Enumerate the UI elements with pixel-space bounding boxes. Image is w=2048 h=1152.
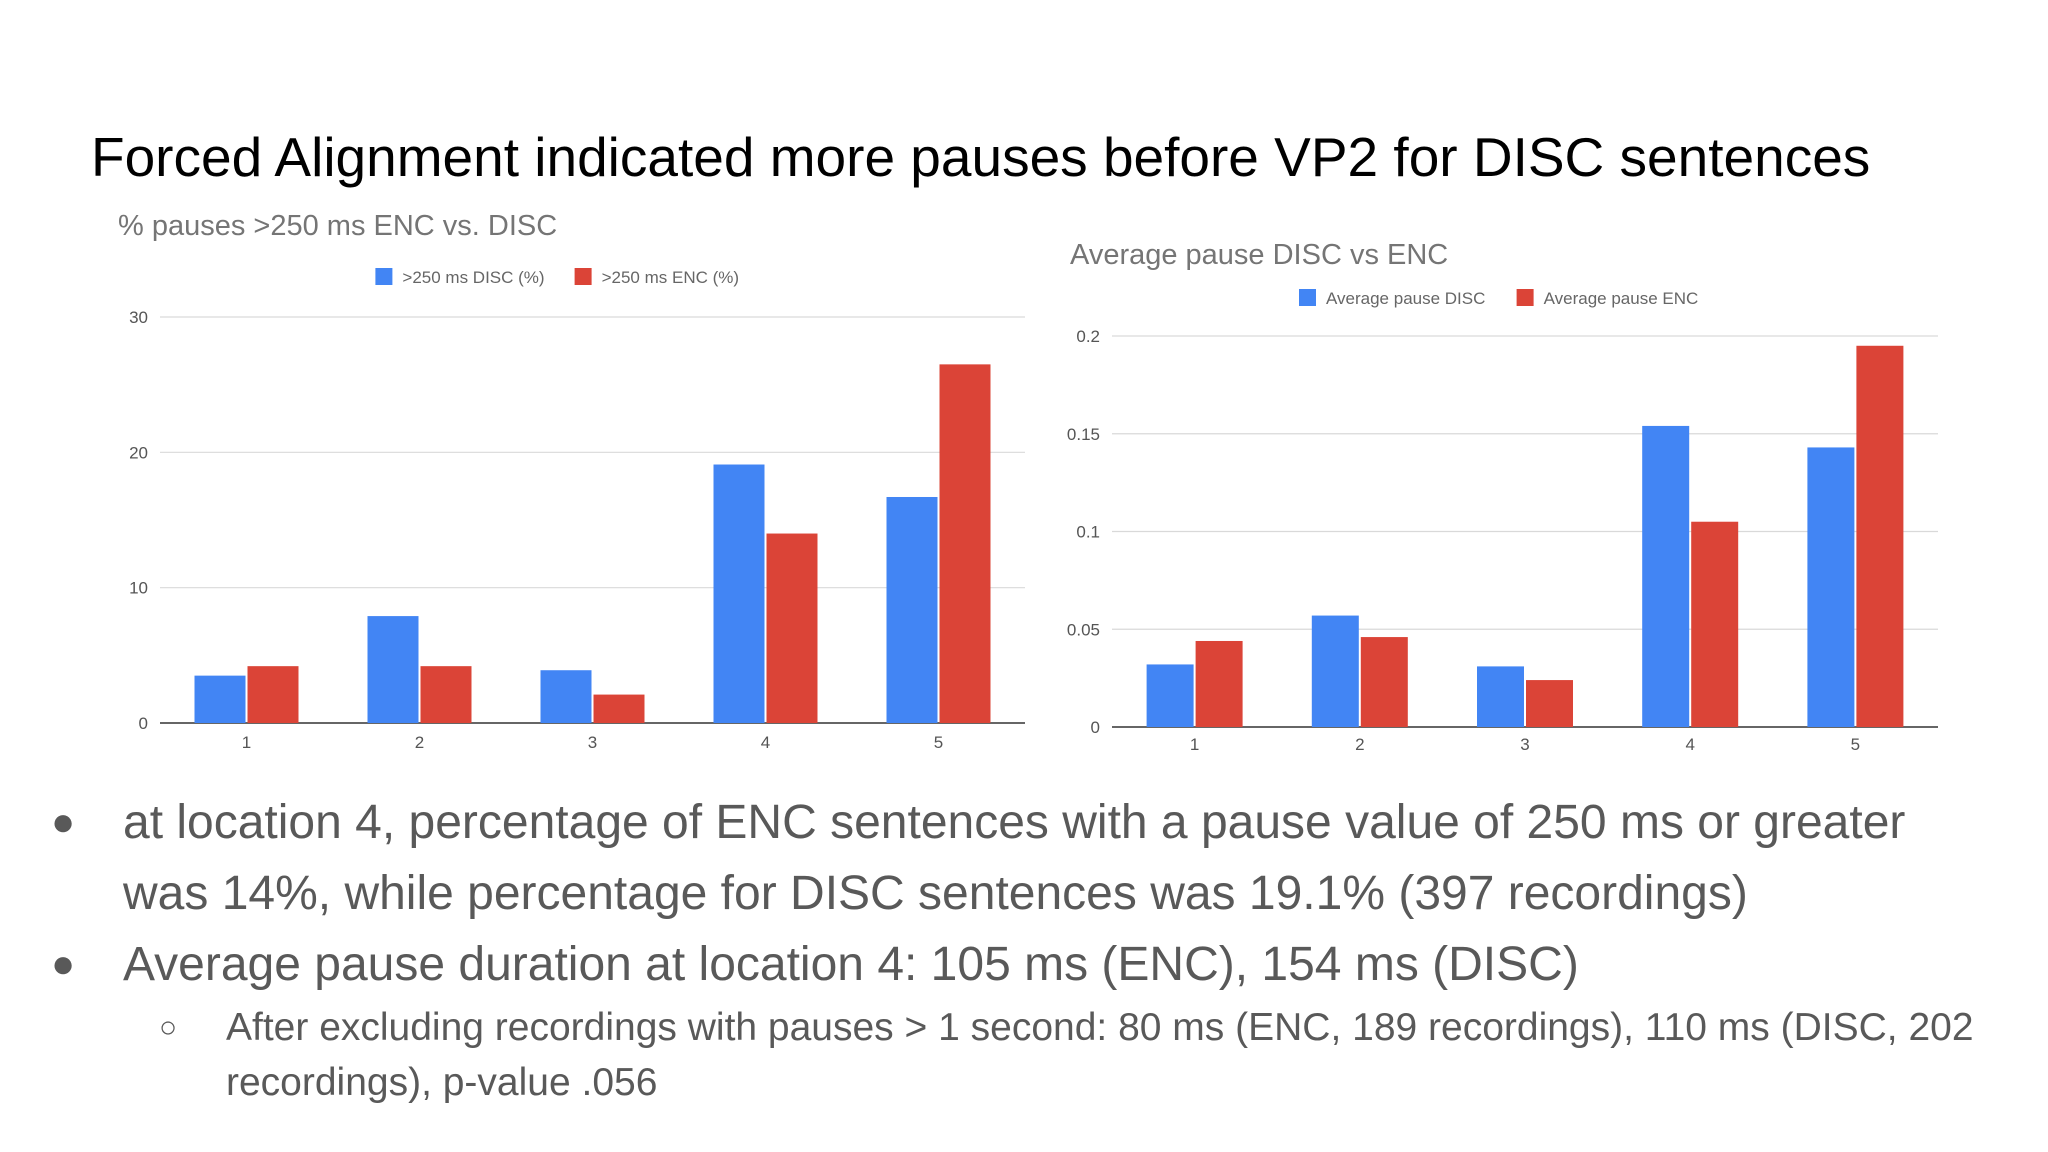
bar-disc-2	[367, 616, 419, 723]
x-tick-label: 2	[1355, 735, 1364, 754]
bullet-dot: ●	[51, 800, 76, 844]
bar-enc-2	[1360, 637, 1408, 727]
bar-disc-4	[713, 464, 765, 723]
chart-title: Average pause DISC vs ENC	[1070, 239, 1448, 271]
bar-enc-2	[420, 666, 472, 723]
x-tick-label: 2	[415, 733, 424, 752]
slide-title: Forced Alignment indicated more pauses b…	[91, 126, 1871, 188]
average-pause-chart-svg: Average pause DISC vs ENC Average pause D…	[1067, 239, 1938, 754]
bar-disc-3	[1477, 666, 1524, 727]
sub-bullet-line-2: recordings), p-value .056	[226, 1061, 658, 1104]
pauses-percent-chart: % pauses >250 ms ENC vs. DISC >250 ms DIS…	[108, 205, 1036, 765]
y-tick-label: 0.05	[1067, 620, 1100, 639]
x-tick-label: 1	[1190, 735, 1199, 754]
y-tick-label: 0	[139, 714, 148, 733]
bar-enc-5	[939, 364, 991, 723]
bullet-2-line-1: Average pause duration at location 4: 10…	[123, 938, 1579, 991]
average-pause-chart: Average pause DISC vs ENC Average pause D…	[1060, 228, 1960, 765]
bullet-dot: ●	[51, 942, 76, 986]
bar-enc-5	[1856, 345, 1904, 727]
y-tick-label: 20	[129, 443, 148, 462]
pauses-percent-chart-svg: % pauses >250 ms ENC vs. DISC >250 ms DIS…	[118, 210, 1025, 752]
x-tick-label: 4	[761, 733, 770, 752]
y-tick-label: 10	[129, 579, 148, 598]
bullet-item-1: ● at location 4, percentage of ENC sente…	[51, 787, 1906, 929]
x-tick-label: 3	[1520, 735, 1529, 754]
bar-enc-3	[593, 694, 645, 723]
bullet-1-line-2: was 14%, while percentage for DISC sente…	[123, 867, 1748, 920]
x-tick-label: 1	[242, 733, 251, 752]
legend-swatch	[1299, 289, 1316, 306]
bullet-item-2: ● Average pause duration at location 4: …	[51, 929, 1579, 1000]
legend-swatch	[1516, 289, 1534, 306]
legend-label: Average pause ENC	[1544, 289, 1699, 308]
y-tick-label: 0.2	[1076, 327, 1100, 346]
y-tick-label: 30	[129, 308, 148, 327]
sub-bullet-line-1: After excluding recordings with pauses >…	[226, 1006, 1974, 1049]
chart-title: % pauses >250 ms ENC vs. DISC	[118, 210, 557, 242]
bar-disc-1	[1146, 664, 1194, 727]
bar-enc-4	[1691, 521, 1739, 727]
legend-swatch	[574, 268, 592, 285]
bar-disc-3	[540, 670, 592, 723]
bar-disc-4	[1642, 425, 1690, 727]
bar-enc-1	[247, 666, 299, 723]
bar-enc-3	[1526, 680, 1573, 727]
sub-bullet-item: ○ After excluding recordings with pauses…	[159, 1000, 1974, 1110]
bar-disc-2	[1311, 615, 1359, 727]
bar-disc-5	[1807, 447, 1855, 727]
x-tick-label: 3	[588, 733, 597, 752]
y-tick-label: 0.15	[1067, 425, 1100, 444]
x-tick-label: 4	[1685, 735, 1694, 754]
legend-swatch	[375, 268, 393, 285]
x-tick-label: 5	[934, 733, 943, 752]
bullet-1-line-1: at location 4, percentage of ENC sentenc…	[123, 796, 1906, 849]
y-tick-label: 0.1	[1076, 523, 1100, 542]
bar-disc-5	[886, 496, 938, 723]
y-tick-label: 0	[1091, 718, 1100, 737]
legend-label: Average pause DISC	[1326, 289, 1485, 308]
x-tick-label: 5	[1851, 735, 1860, 754]
legend-label: >250 ms ENC (%)	[602, 268, 739, 287]
legend-label: >250 ms DISC (%)	[402, 268, 544, 287]
sub-bullet-dot: ○	[159, 1011, 178, 1044]
bar-disc-1	[194, 675, 246, 723]
bar-enc-4	[766, 533, 818, 723]
bar-enc-1	[1195, 640, 1243, 727]
